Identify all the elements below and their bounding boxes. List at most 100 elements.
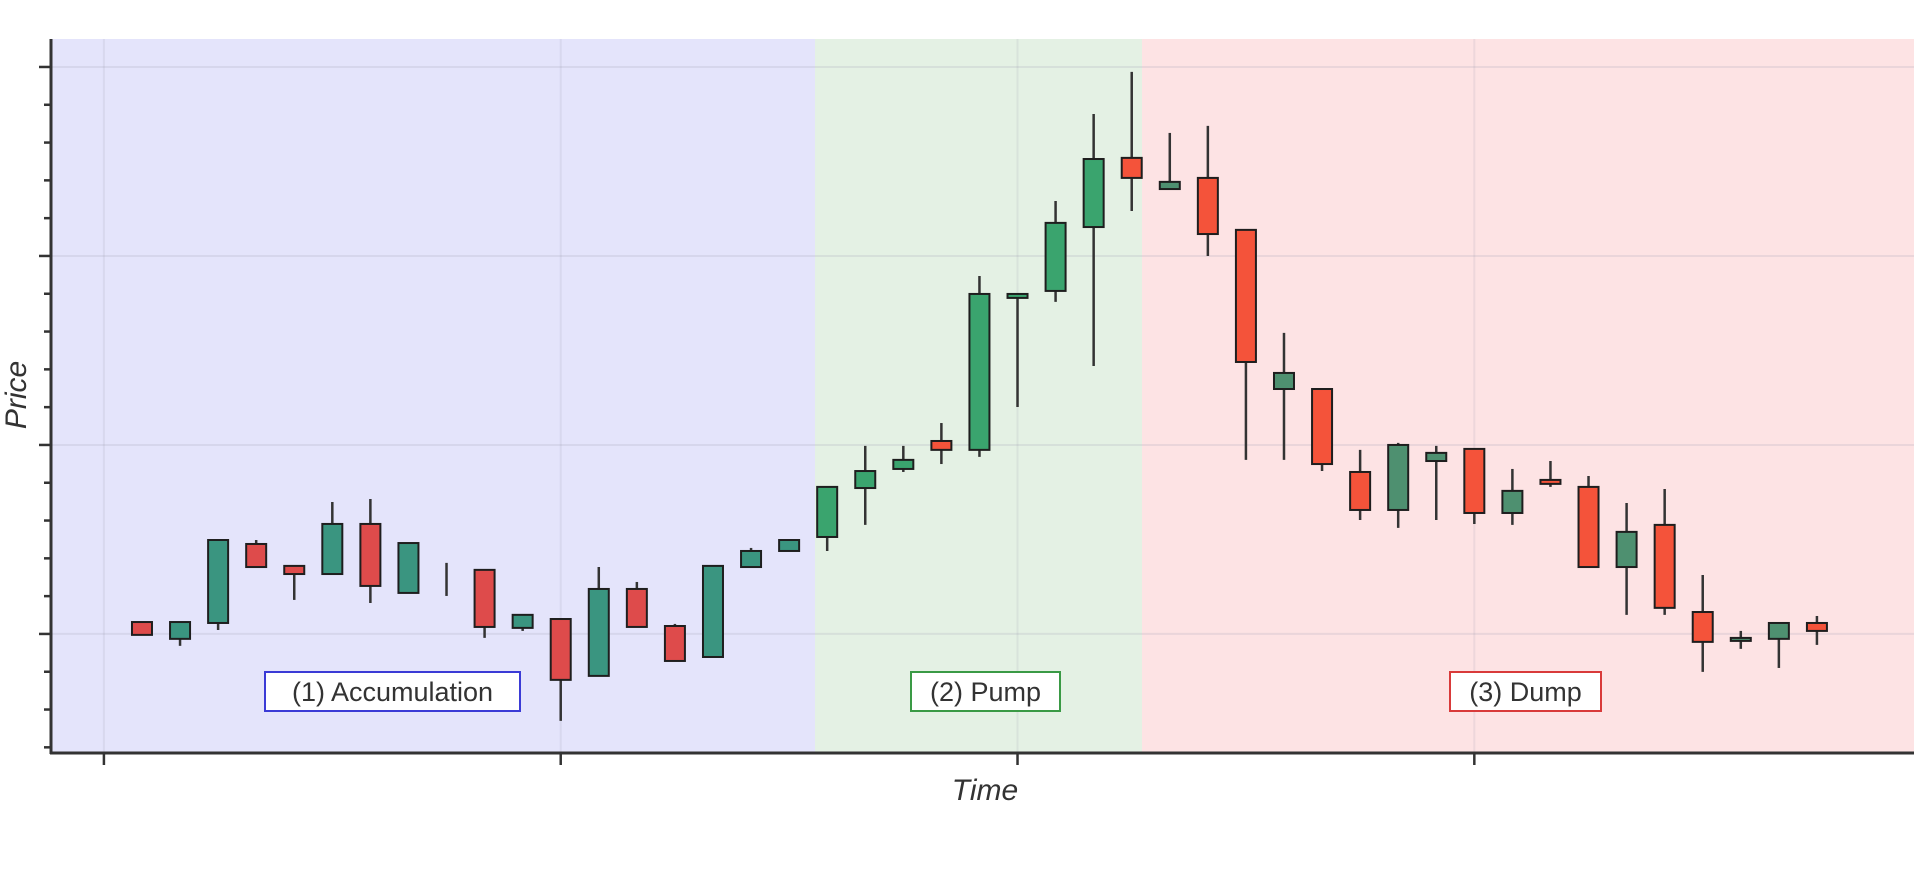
candle	[169, 621, 192, 646]
candle	[1349, 449, 1372, 520]
candle-body	[1729, 636, 1752, 642]
candle-body	[1158, 180, 1181, 191]
candles	[130, 71, 1828, 721]
candle	[1653, 488, 1676, 615]
candle-body	[1387, 443, 1410, 511]
candle-body	[1539, 478, 1562, 485]
candle-body	[587, 587, 610, 677]
candle	[130, 621, 153, 636]
candle	[854, 445, 877, 525]
candle-body	[1311, 388, 1334, 466]
region-dump	[1142, 39, 1914, 753]
candle-body	[1120, 156, 1143, 179]
candle-body	[1006, 292, 1029, 299]
candle-body	[1615, 530, 1638, 569]
candle	[625, 581, 648, 628]
candle	[1615, 502, 1638, 615]
candle-body	[1805, 621, 1828, 632]
candle-body	[663, 624, 686, 662]
candle	[245, 540, 268, 569]
candle	[1463, 447, 1486, 524]
candle	[930, 423, 953, 465]
candle-body	[740, 549, 763, 569]
candle	[397, 542, 420, 594]
candle-body	[1044, 221, 1067, 292]
candle	[740, 547, 763, 569]
candle-body	[1653, 523, 1676, 609]
candle-body	[1767, 621, 1790, 640]
candle	[1196, 125, 1219, 256]
candle	[1234, 228, 1257, 460]
phase-labels: (1) Accumulation (2) Pump (3) Dump	[264, 671, 1602, 712]
candle	[1691, 574, 1714, 672]
candle	[778, 539, 801, 552]
candle-body	[473, 568, 496, 628]
candle-body	[854, 470, 877, 490]
phase-label-box-dump	[1449, 671, 1602, 712]
gridlines	[51, 39, 1914, 753]
candle	[1805, 615, 1828, 645]
candle	[1387, 442, 1410, 528]
candle-body	[778, 539, 801, 552]
x-axis-label: Time	[952, 774, 1018, 807]
candle	[283, 564, 306, 600]
candle	[1120, 71, 1143, 211]
candle	[359, 498, 382, 603]
candle	[511, 613, 534, 631]
candle	[1767, 621, 1790, 668]
candle	[587, 567, 610, 677]
candle-body	[549, 618, 572, 681]
candle	[1425, 445, 1448, 520]
candle-body	[1349, 470, 1372, 511]
candle	[1729, 630, 1752, 649]
candle-body	[359, 522, 382, 587]
candle-body	[816, 485, 839, 538]
candle-body	[207, 539, 230, 624]
candle-body	[1272, 371, 1295, 391]
candle	[1044, 200, 1067, 302]
candle-body	[169, 621, 192, 640]
candle	[1311, 388, 1334, 472]
candle-body	[1425, 451, 1448, 463]
candle-body	[1463, 447, 1486, 514]
candle	[1082, 114, 1105, 366]
candle-body	[1234, 228, 1257, 363]
phase-label-box-pump	[910, 671, 1061, 712]
candle	[1539, 461, 1562, 487]
candle	[1272, 332, 1295, 460]
phase-label-accumulation: (1) Accumulation	[292, 677, 493, 707]
candle-body	[892, 458, 915, 470]
candle	[816, 485, 839, 551]
candle-body	[1501, 489, 1524, 514]
region-accumulation	[51, 39, 816, 753]
candle-body	[968, 292, 991, 451]
candle-body	[130, 621, 153, 636]
candle-body	[1082, 158, 1105, 229]
candle	[321, 502, 344, 576]
candle	[892, 445, 915, 472]
candle-body	[321, 522, 344, 576]
candle-body	[1196, 176, 1219, 236]
candle-body	[245, 542, 268, 569]
candle	[1006, 292, 1029, 407]
candle	[1158, 132, 1181, 191]
y-axis-label: Price	[0, 361, 33, 429]
phase-label-box-accumulation	[264, 671, 521, 712]
candle-body	[1577, 485, 1600, 569]
candle-body	[930, 439, 953, 451]
candle-body	[511, 613, 534, 629]
candle-body	[1691, 611, 1714, 643]
phase-label-pump: (2) Pump	[930, 677, 1041, 707]
candle	[549, 618, 572, 721]
candle	[207, 539, 230, 630]
candle-body	[625, 587, 648, 628]
candle	[1501, 468, 1524, 525]
candle	[1577, 475, 1600, 569]
candle	[663, 623, 686, 662]
candle-body	[397, 542, 420, 594]
phase-label-dump: (3) Dump	[1469, 677, 1582, 707]
candle	[473, 568, 496, 638]
candle	[968, 275, 991, 457]
candle-body	[701, 564, 724, 658]
